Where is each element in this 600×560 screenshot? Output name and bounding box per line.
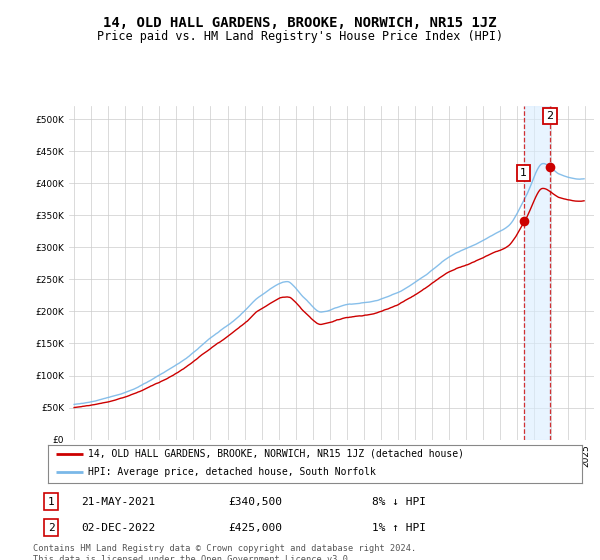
Text: 8% ↓ HPI: 8% ↓ HPI bbox=[372, 497, 426, 507]
Text: 1% ↑ HPI: 1% ↑ HPI bbox=[372, 522, 426, 533]
Text: 1: 1 bbox=[520, 169, 527, 179]
Bar bbox=[524, 106, 550, 440]
Text: 21-MAY-2021: 21-MAY-2021 bbox=[81, 497, 155, 507]
Text: 14, OLD HALL GARDENS, BROOKE, NORWICH, NR15 1JZ (detached house): 14, OLD HALL GARDENS, BROOKE, NORWICH, N… bbox=[88, 449, 464, 459]
Text: HPI: Average price, detached house, South Norfolk: HPI: Average price, detached house, Sout… bbox=[88, 467, 376, 477]
Text: Contains HM Land Registry data © Crown copyright and database right 2024.
This d: Contains HM Land Registry data © Crown c… bbox=[33, 544, 416, 560]
Text: Price paid vs. HM Land Registry's House Price Index (HPI): Price paid vs. HM Land Registry's House … bbox=[97, 30, 503, 43]
Text: £340,500: £340,500 bbox=[228, 497, 282, 507]
Text: 02-DEC-2022: 02-DEC-2022 bbox=[81, 522, 155, 533]
Text: 2: 2 bbox=[47, 522, 55, 533]
Text: 14, OLD HALL GARDENS, BROOKE, NORWICH, NR15 1JZ: 14, OLD HALL GARDENS, BROOKE, NORWICH, N… bbox=[103, 16, 497, 30]
Text: 2: 2 bbox=[547, 111, 554, 121]
Text: £425,000: £425,000 bbox=[228, 522, 282, 533]
Text: 1: 1 bbox=[47, 497, 55, 507]
